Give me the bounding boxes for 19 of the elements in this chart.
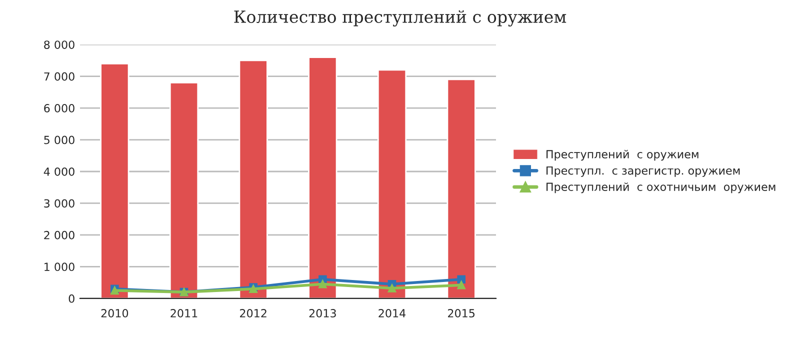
y-tick-label: 7 000 xyxy=(44,72,74,81)
legend-label: Преступл. с зарегистр. оружием xyxy=(546,166,740,177)
x-tick-label: 2012 xyxy=(240,309,266,318)
y-tick-label: 4 000 xyxy=(44,167,74,176)
y-tick-label: 3 000 xyxy=(44,199,74,208)
x-tick-label: 2015 xyxy=(448,309,474,318)
chart-title: Количество преступлений с оружием xyxy=(234,10,566,26)
y-tick-label: 1 000 xyxy=(44,262,74,272)
x-tick-label: 2014 xyxy=(378,309,406,318)
y-tick-label: 2 000 xyxy=(44,230,74,240)
x-tick-label: 2011 xyxy=(170,309,198,318)
x-tick-label: 2013 xyxy=(309,309,336,318)
y-tick-label: 5 000 xyxy=(44,136,74,144)
legend-label: Преступлений с охотничьим оружием xyxy=(546,182,776,194)
legend-label: Преступлений с оружием xyxy=(546,150,698,161)
x-tick-label: 2010 xyxy=(101,309,128,318)
y-tick-label: 0 xyxy=(68,294,74,303)
y-tick-label: 8 000 xyxy=(44,40,74,49)
y-tick-label: 6 000 xyxy=(44,104,74,112)
